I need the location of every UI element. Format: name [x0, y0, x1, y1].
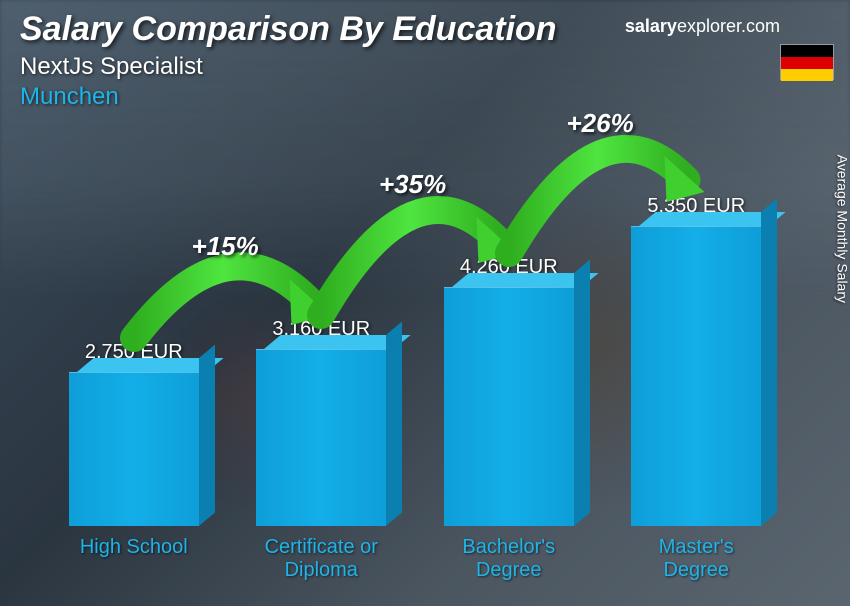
- bar-side-face: [386, 322, 402, 526]
- bar: [444, 287, 574, 526]
- flag-stripe-0: [781, 45, 833, 57]
- brand-rest: explorer.com: [677, 16, 780, 36]
- bar: [256, 349, 386, 526]
- bar-group: 2,750 EURHigh School: [54, 341, 214, 584]
- germany-flag-icon: [780, 44, 834, 80]
- bar-group: 3,160 EURCertificate orDiploma: [241, 318, 401, 584]
- bar-category-label: High School: [80, 536, 188, 584]
- bar: [631, 226, 761, 526]
- increase-pct-label: +26%: [567, 108, 634, 139]
- bar: [69, 372, 199, 526]
- y-axis-label: Average Monthly Salary: [834, 155, 850, 303]
- bar-category-label: Master'sDegree: [659, 536, 734, 584]
- flag-stripe-2: [781, 69, 833, 81]
- bar-side-face: [574, 260, 590, 526]
- bar-category-label: Bachelor'sDegree: [462, 536, 555, 584]
- flag-stripe-1: [781, 57, 833, 69]
- bar-group: 4,260 EURBachelor'sDegree: [429, 256, 589, 584]
- bar-side-face: [761, 199, 777, 526]
- bar-group: 5,350 EURMaster'sDegree: [616, 195, 776, 584]
- bar-front-face: [631, 226, 761, 526]
- brand-bold: salary: [625, 16, 677, 36]
- increase-pct-label: +35%: [379, 169, 446, 200]
- bar-side-face: [199, 345, 215, 526]
- location-label: Munchen: [20, 83, 830, 111]
- increase-pct-label: +15%: [192, 231, 259, 262]
- brand-label: salaryexplorer.com: [625, 16, 780, 37]
- bar-category-label: Certificate orDiploma: [265, 536, 378, 584]
- job-title: NextJs Specialist: [20, 53, 830, 81]
- bar-front-face: [69, 372, 199, 526]
- bar-front-face: [444, 287, 574, 526]
- bar-front-face: [256, 349, 386, 526]
